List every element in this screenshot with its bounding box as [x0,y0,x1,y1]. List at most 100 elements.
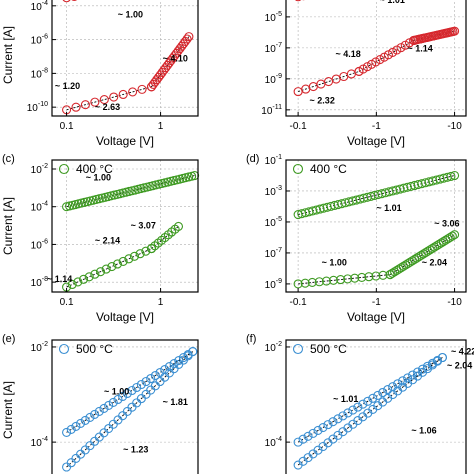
data-point [408,370,418,380]
data-point [183,350,193,360]
data-point [141,376,151,387]
data-point [373,390,383,400]
slope-annotation: ~ 4.10 [163,54,188,64]
fit-line [297,71,360,93]
data-point [122,406,132,416]
data-point [432,241,442,251]
fit-line [298,274,391,285]
y-tick-label: 10-11 [261,104,282,117]
y-tick-label: 10-8 [31,276,48,289]
y-tick-label: 10-6 [31,34,48,47]
data-point [407,256,417,266]
data-point [346,69,356,79]
data-point [398,376,408,386]
data-point [71,421,81,431]
legend-label: 500 °C [76,342,113,356]
data-point [71,102,81,112]
fit-line [358,40,414,72]
slope-annotation: ~ 2.32 [310,96,335,106]
y-tick-label: 10-3 [265,185,282,198]
data-point [80,415,90,425]
data-point [323,420,333,430]
data-point [169,358,179,369]
data-point [446,171,456,181]
panel-letter: (f) [246,333,256,345]
data-point [324,76,334,87]
panel-letter: (d) [246,153,259,165]
data-point [445,232,455,243]
data-point [423,246,433,256]
x-axis-label: Voltage [V] [347,134,405,148]
fit-line [66,248,152,288]
data-point [85,412,95,422]
panel-1: -0.1 -1 -10 10-5 10-7 10-9 10-11 Voltage [V] ~ 1… [261,0,467,148]
data-point [182,34,192,44]
data-point [398,261,409,271]
x-axis-label: Voltage [V] [96,134,154,148]
panel-5: 10-2 10-4 (f) 500 °C ~ 4.22 ~ 2.04 ~ 1.01 ~ 1.0… [246,333,474,474]
slope-annotation: ~ 1.00 [322,257,347,267]
data-point [403,259,413,269]
legend-label: 500 °C [310,342,347,356]
data-point [118,89,128,100]
data-point [146,373,156,384]
data-point [67,279,77,290]
data-point [430,242,440,252]
data-point [403,373,413,383]
data-point [141,246,151,256]
data-point [104,400,114,411]
data-point [104,423,114,434]
data-point [437,352,448,363]
data-point [122,388,132,399]
y-tick-label: 10-5 [265,216,282,229]
data-point [313,425,323,436]
data-point [66,424,76,434]
y-tick-label: 10-4 [31,201,48,214]
data-point [188,347,198,357]
data-point [385,270,395,280]
data-point [308,428,318,438]
data-point [127,402,137,412]
slope-annotation: ~ 1.81 [163,397,188,407]
data-point [160,372,170,382]
x-tick-label: 0.1 [60,121,74,132]
data-point [314,277,324,287]
y-tick-label: 10-4 [265,436,282,449]
data-point [412,253,422,263]
data-point [422,361,433,371]
data-point [450,170,460,181]
data-point [99,403,109,414]
data-point [348,405,358,415]
slope-annotation: ~ 1.01 [380,0,405,5]
legend-marker [58,343,70,355]
data-point [135,249,145,259]
data-point [396,263,406,273]
data-point [160,364,170,375]
data-point [414,252,424,262]
data-point [321,276,331,286]
slope-annotation: ~ 2.14 [95,236,120,246]
y-tick-label: 10-1 [265,154,282,167]
data-point [357,272,367,282]
data-point [85,441,95,451]
data-point [184,32,194,42]
data-point [303,431,313,441]
plot-frame [51,339,199,474]
data-point [95,267,106,277]
data-point [434,239,444,249]
data-point [418,249,429,259]
data-point [178,353,188,363]
data-point [436,238,446,248]
slope-annotation: ~ 1.14 [47,274,72,284]
slope-annotation: ~ 1.00 [118,10,143,20]
data-point [450,26,460,36]
data-point [343,408,353,418]
data-point [371,271,381,281]
y-tick-label: 10-6 [31,238,48,251]
data-point [378,270,388,280]
x-tick-label: 1 [158,121,164,132]
data-point [146,385,156,395]
data-point [353,402,363,412]
y-tick-label: 10-2 [31,163,48,176]
slope-annotation: ~ 1.20 [55,81,80,91]
